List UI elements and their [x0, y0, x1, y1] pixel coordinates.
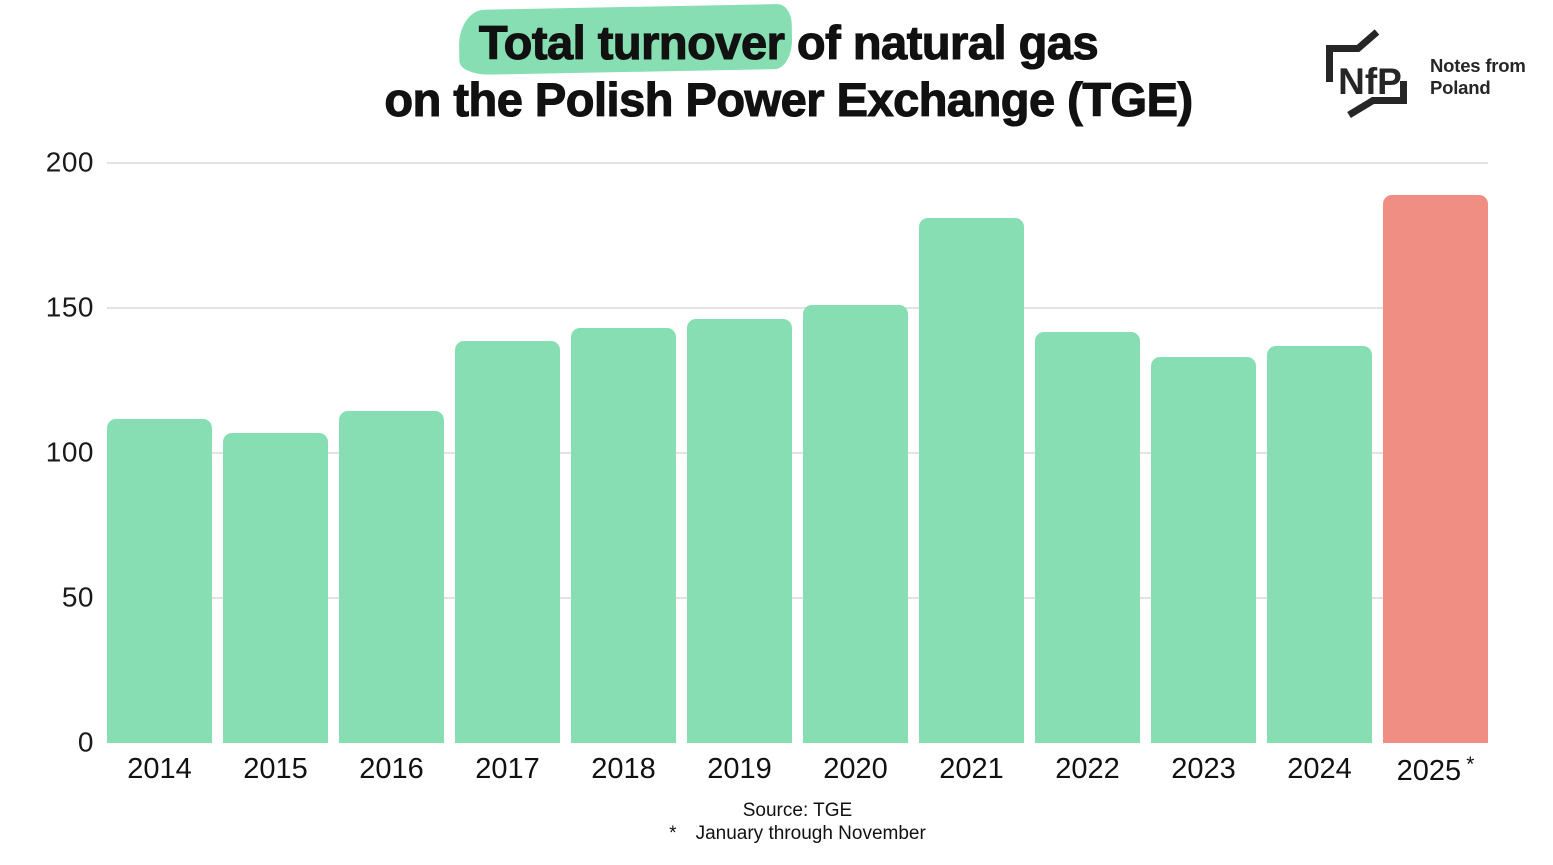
page-title: Total turnover of natural gas on the Pol… [12, 3, 1553, 128]
title-rest-text: of natural gas [784, 15, 1099, 69]
bar-2014 [107, 419, 212, 743]
bar-2024 [1267, 346, 1372, 743]
gridline-100 [107, 452, 1488, 454]
bar-2017 [455, 341, 560, 743]
footnote-symbol: * [669, 823, 677, 844]
x-tick-label-2014: 2014 [127, 753, 192, 785]
y-tick-label-100: 100 [45, 436, 94, 468]
gridline-50 [107, 597, 1488, 599]
logo-name-line-1: Notes from [1430, 55, 1526, 76]
x-tick-label-2025: 2025 * [1396, 753, 1475, 788]
nfp-monogram: NfP [1338, 61, 1402, 102]
x-tick-label-2016: 2016 [359, 753, 424, 785]
logo-name-line-2: Poland [1430, 77, 1491, 98]
x-tick-label-2020: 2020 [823, 753, 888, 785]
footnote-marker: * [1466, 753, 1475, 776]
bar-2022 [1035, 332, 1140, 743]
title-line-2: on the Polish Power Exchange (TGE) [384, 72, 1194, 126]
footnote-text: January through November [695, 823, 926, 844]
x-tick-label-2023: 2023 [1171, 753, 1236, 785]
title-highlighted-phrase: Total turnover [458, 3, 793, 76]
x-axis: 2014 2015 2016 2017 2018 2019 2020 2021 2022 2023… [107, 753, 1488, 788]
x-tick-label-2022: 2022 [1055, 753, 1120, 785]
x-tick-label-2021: 2021 [939, 753, 1004, 785]
bars-layer [107, 163, 1488, 743]
bar-2016 [339, 411, 444, 743]
bar-2018 [571, 328, 676, 743]
x-tick-label-2024: 2024 [1287, 753, 1352, 785]
y-tick-label-50: 50 [61, 581, 94, 613]
nfp-logo: NfP Notes from Poland [1326, 28, 1526, 123]
nfp-logo-name: Notes from Poland [1430, 55, 1526, 99]
source-note: Source: TGE [742, 800, 853, 821]
y-tick-label-150: 150 [45, 291, 94, 323]
footnote: * January through November [107, 822, 1488, 845]
bar-2025 [1383, 194, 1488, 743]
bar-2019 [687, 319, 792, 743]
x-tick-label-2015: 2015 [243, 753, 308, 785]
bar-2023 [1151, 357, 1256, 743]
gridline-200 [107, 162, 1488, 164]
x-tick-label-2018: 2018 [591, 753, 656, 785]
title-highlight-text: Total turnover [478, 15, 785, 69]
x-tick-label-2017: 2017 [475, 753, 540, 785]
bar-2020 [803, 305, 908, 743]
chart-footer: Source: TGE * January through November [107, 799, 1488, 845]
plot-area: 2014 2015 2016 2017 2018 2019 2020 2021 2022 2023… [107, 162, 1488, 787]
y-tick-label-200: 200 [45, 146, 94, 178]
bar-2021 [919, 218, 1024, 743]
x-tick-label-2019: 2019 [707, 753, 772, 785]
y-tick-label-0: 0 [77, 726, 94, 758]
gridline-150 [107, 307, 1488, 309]
nfp-logo-mark-icon: NfP [1326, 29, 1407, 118]
y-axis: 0 50 100 150 200 [30, 146, 94, 757]
title-line-1: Total turnover of natural gas [12, 3, 1553, 76]
bar-2015 [223, 433, 328, 743]
